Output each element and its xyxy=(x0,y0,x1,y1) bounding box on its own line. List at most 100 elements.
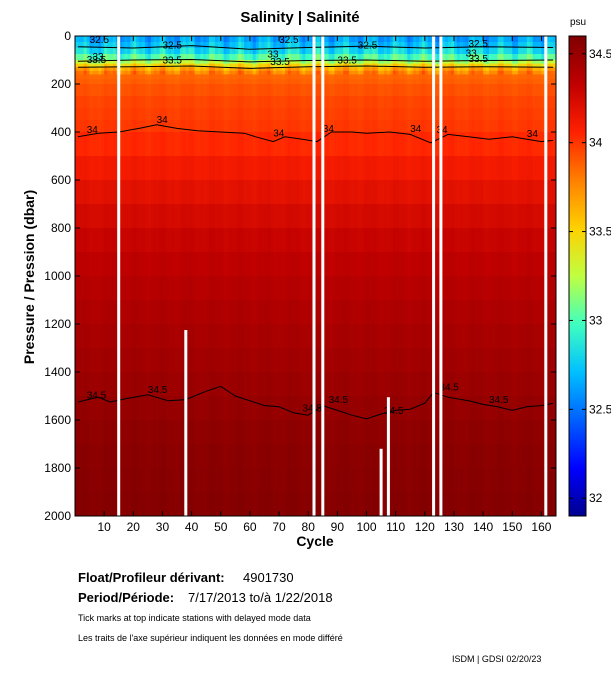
heatmap-cell xyxy=(133,108,137,121)
heatmap-cell xyxy=(360,54,365,61)
heatmap-cell xyxy=(241,54,245,61)
heatmap-cell xyxy=(214,348,219,373)
heatmap-cell xyxy=(77,468,82,493)
heatmap-cell xyxy=(86,60,91,65)
heatmap-cell xyxy=(488,324,493,349)
heatmap-cell xyxy=(418,96,423,109)
heatmap-cell xyxy=(89,156,94,181)
heatmap-cell xyxy=(179,84,184,97)
heatmap-cell xyxy=(494,63,499,68)
heatmap-cell xyxy=(177,120,181,133)
heatmap-cell xyxy=(232,96,236,109)
heatmap-cell xyxy=(532,54,537,61)
heatmap-cell xyxy=(127,79,131,85)
heatmap-cell xyxy=(197,108,201,121)
heatmap-cell xyxy=(238,54,242,61)
heatmap-cell xyxy=(360,252,365,277)
heatmap-cell xyxy=(165,324,169,349)
heatmap-cell xyxy=(337,132,341,157)
heatmap-cell xyxy=(255,74,260,80)
heatmap-cell xyxy=(130,132,134,157)
heatmap-cell xyxy=(139,74,143,80)
heatmap-cell xyxy=(75,96,79,109)
heatmap-cell xyxy=(416,420,420,445)
heatmap-cell xyxy=(232,204,236,229)
heatmap-cell xyxy=(284,420,289,445)
heatmap-cell xyxy=(529,36,534,43)
heatmap-cell xyxy=(337,420,341,445)
heatmap-cell xyxy=(185,324,190,349)
heatmap-cell xyxy=(316,252,321,277)
heatmap-cell xyxy=(334,79,338,85)
heatmap-cell xyxy=(518,36,522,43)
heatmap-cell xyxy=(471,67,475,72)
heatmap-cell xyxy=(226,48,231,55)
heatmap-cell xyxy=(179,204,184,229)
heatmap-cell xyxy=(340,228,344,253)
heatmap-cell xyxy=(515,120,519,133)
heatmap-cell xyxy=(244,396,248,421)
heatmap-cell xyxy=(550,67,554,72)
heatmap-cell xyxy=(165,36,169,43)
heatmap-cell xyxy=(328,36,333,43)
heatmap-cell xyxy=(232,324,236,349)
heatmap-cell xyxy=(185,492,190,516)
heatmap-cell xyxy=(360,348,365,373)
heatmap-cell xyxy=(287,348,292,373)
heatmap-cell xyxy=(331,63,336,68)
heatmap-cell xyxy=(197,468,201,493)
heatmap-cell xyxy=(398,79,403,85)
heatmap-cell xyxy=(159,63,164,68)
heatmap-cell xyxy=(246,420,251,445)
heatmap-cell xyxy=(130,108,134,121)
heatmap-cell xyxy=(171,444,175,469)
heatmap-cell xyxy=(244,74,248,80)
heatmap-cell xyxy=(165,180,169,205)
heatmap-cell xyxy=(538,468,543,493)
heatmap-cell xyxy=(220,120,225,133)
heatmap-cell xyxy=(375,492,379,516)
heatmap-cell xyxy=(360,204,365,229)
heatmap-cell xyxy=(214,228,219,253)
heatmap-cell xyxy=(433,372,438,397)
heatmap-cell xyxy=(279,120,283,133)
heatmap-cell xyxy=(246,444,251,469)
heatmap-cell xyxy=(244,63,248,68)
heatmap-cell xyxy=(456,228,461,253)
heatmap-cell xyxy=(165,420,169,445)
heatmap-cell xyxy=(98,156,102,181)
heatmap-cell xyxy=(398,204,403,229)
heatmap-cell xyxy=(188,252,193,277)
heatmap-cell xyxy=(351,348,356,373)
heatmap-cell xyxy=(488,84,493,97)
heatmap-cell xyxy=(538,96,543,109)
heatmap-cell xyxy=(98,84,102,97)
heatmap-cell xyxy=(139,372,143,397)
heatmap-cell xyxy=(77,300,82,325)
heatmap-cell xyxy=(147,96,152,109)
heatmap-cell xyxy=(206,372,210,397)
heatmap-cell xyxy=(197,63,201,68)
heatmap-cell xyxy=(244,444,248,469)
heatmap-cell xyxy=(270,444,274,469)
heatmap-cell xyxy=(244,372,248,397)
heatmap-cell xyxy=(276,228,280,253)
heatmap-cell xyxy=(142,180,146,205)
heatmap-cell xyxy=(209,63,213,68)
heatmap-cell xyxy=(433,204,438,229)
heatmap-cell xyxy=(194,42,199,49)
heatmap-cell xyxy=(188,444,193,469)
heatmap-cell xyxy=(83,63,88,68)
heatmap-cell xyxy=(389,156,394,181)
heatmap-cell xyxy=(468,444,473,469)
heatmap-cell xyxy=(378,396,382,421)
heatmap-cell xyxy=(433,180,438,205)
heatmap-cell xyxy=(299,42,303,49)
heatmap-cell xyxy=(363,48,368,55)
heatmap-cell xyxy=(302,74,306,80)
heatmap-cell xyxy=(421,228,426,253)
heatmap-cell xyxy=(77,42,82,49)
heatmap-cell xyxy=(121,84,126,97)
heatmap-cell xyxy=(392,54,397,61)
heatmap-cell xyxy=(95,468,99,493)
